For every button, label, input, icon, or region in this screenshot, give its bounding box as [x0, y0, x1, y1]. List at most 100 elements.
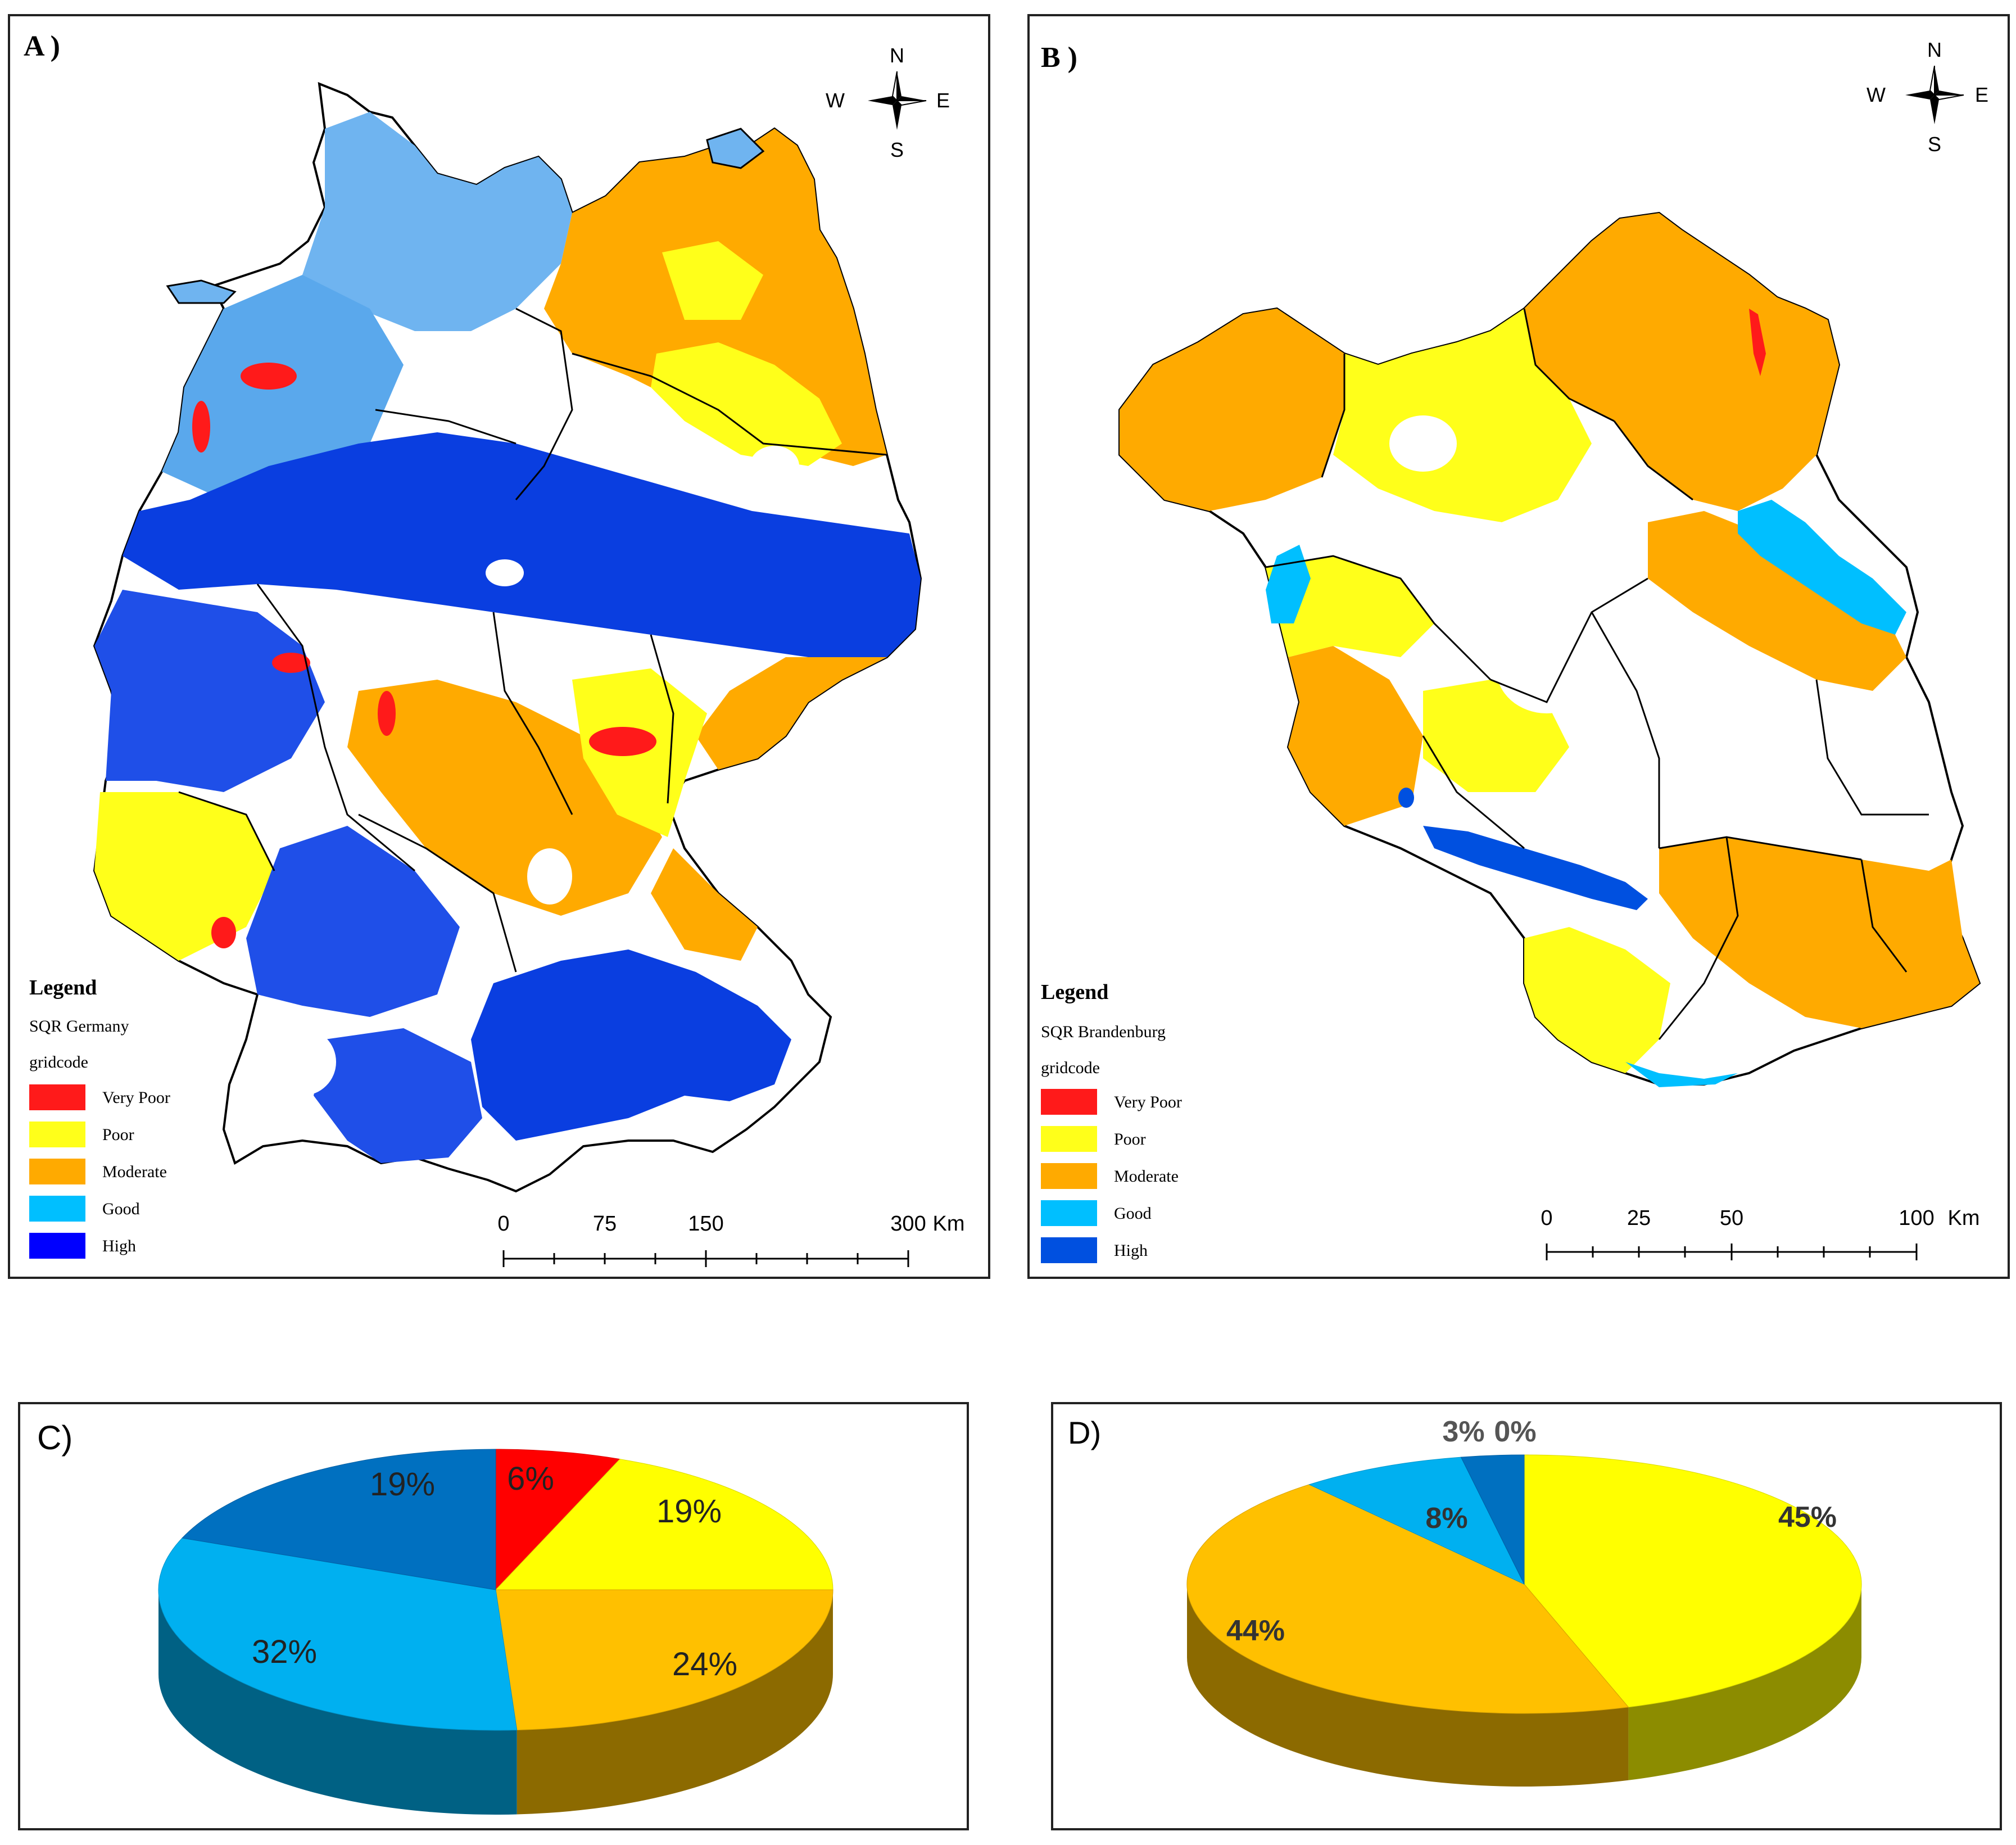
pie-c-title: C)	[37, 1419, 73, 1457]
compass-a-s: S	[890, 138, 904, 161]
legend-b-swatch-3	[1041, 1200, 1097, 1226]
pie-d-side-moderate	[1187, 1584, 1629, 1787]
region-moderate-east-central	[696, 657, 887, 770]
islands-east	[706, 128, 765, 169]
legend-a-layer: SQR Germany	[29, 1017, 129, 1035]
district-borders	[1265, 308, 1929, 1040]
region-high-south	[471, 949, 791, 1141]
brandenburg-map-canvas: B )	[1041, 38, 1988, 1263]
region-poor-south	[1524, 927, 1670, 1073]
pie-c-label-poor: 19%	[656, 1493, 722, 1530]
legend-b-swatch-2	[1041, 1163, 1097, 1189]
pie-chart-germany: C) 6% 19% 24% 32% 19%	[37, 1419, 833, 1815]
region-good-north	[302, 112, 572, 331]
map-panel-germany: A )	[8, 14, 990, 1279]
compass-b-w: W	[1867, 83, 1886, 106]
pie-c-label-good: 32%	[252, 1634, 317, 1670]
pie-panel-germany: C) 6% 19% 24% 32% 19%	[18, 1402, 969, 1830]
region-moderate-northeast	[1524, 213, 1839, 511]
region-high-southcentral	[246, 826, 460, 1017]
region-high-west	[94, 590, 325, 792]
hole-b1	[1496, 623, 1597, 713]
legend-b-swatch-0	[1041, 1089, 1097, 1115]
legend-b-layer: SQR Brandenburg	[1041, 1023, 1166, 1041]
legend-a-swatch-1	[29, 1122, 85, 1147]
pie-d-slice-good	[1308, 1457, 1525, 1585]
legend-a-label-4: High	[102, 1237, 136, 1255]
region-poor-north-central	[1333, 309, 1592, 522]
region-high-central	[123, 432, 921, 657]
pie-d-label-high: 3%	[1442, 1416, 1484, 1448]
compass-b-n: N	[1927, 38, 1942, 61]
scale-a-tick-1: 75	[593, 1212, 617, 1236]
compass-a-w: W	[826, 89, 845, 112]
scale-bar-b: 0 25 50 100 Km	[1541, 1206, 1980, 1260]
legend-b-field: gridcode	[1041, 1059, 1100, 1077]
patch-verypoor-5	[211, 917, 236, 948]
hole-b2	[1693, 708, 1828, 809]
region-good-east-lake	[1738, 500, 1906, 635]
pie-d-slice-moderate	[1186, 1484, 1629, 1714]
legend-a-swatch-4	[29, 1233, 85, 1259]
legend-a-label-2: Moderate	[102, 1163, 167, 1181]
legend-b-label-1: Poor	[1114, 1130, 1146, 1148]
legend-b-swatch-1	[1041, 1126, 1097, 1152]
region-moderate-east	[1648, 511, 1906, 691]
pie-c-label-moderate: 24%	[672, 1646, 737, 1683]
hole-2	[750, 446, 799, 486]
region-high-band	[1423, 826, 1648, 910]
germany-map-canvas: A )	[24, 30, 965, 1267]
patch-verypoor	[1749, 309, 1766, 376]
scale-a-tick-2: 150	[688, 1212, 723, 1236]
patch-high-small	[1398, 788, 1414, 808]
pie-d-label-moderate: 44%	[1226, 1615, 1285, 1647]
patch-verypoor-2	[192, 401, 210, 453]
legend-a-field: gridcode	[29, 1053, 88, 1071]
legend-b: Legend SQR Brandenburg gridcode Very Poo…	[1041, 980, 1182, 1263]
legend-a-swatch-0	[29, 1084, 85, 1110]
brandenburg-soil-map	[1118, 211, 1981, 1087]
compass-b-e: E	[1975, 83, 1988, 106]
germany-soil-map	[93, 82, 922, 1193]
scale-a-tick-0: 0	[497, 1212, 509, 1236]
pie-d-slice-high	[1460, 1454, 1525, 1585]
legend-a-label-3: Good	[102, 1200, 140, 1218]
state-borders	[178, 308, 887, 973]
panel-label-a: A )	[24, 30, 60, 62]
scale-a-tick-3: 300	[890, 1212, 926, 1236]
legend-a-swatch-2	[29, 1159, 85, 1184]
pie-d-label-poor: 45%	[1778, 1501, 1837, 1534]
compass-rose-a	[868, 71, 927, 130]
compass-rose-b	[1905, 65, 1964, 124]
hole-b3	[1389, 415, 1457, 472]
scale-b-tick-3: 100	[1899, 1206, 1934, 1230]
pie-chart-brandenburg: D) 0% 45% 44% 8% 3%	[1068, 1415, 1862, 1787]
panel-label-b: B )	[1041, 42, 1077, 74]
region-high-southwest	[314, 1028, 482, 1163]
legend-a-title: Legend	[29, 976, 97, 1000]
patch-verypoor-4	[272, 653, 310, 673]
patch-verypoor-3	[589, 727, 656, 756]
region-good-south-edge	[1625, 1062, 1738, 1087]
hole-1	[486, 559, 524, 586]
pie-d-title: D)	[1068, 1415, 1101, 1450]
scale-b-unit: Km	[1948, 1206, 1980, 1230]
legend-b-label-0: Very Poor	[1114, 1093, 1182, 1111]
scale-a-unit: Km	[933, 1212, 965, 1236]
legend-a: Legend SQR Germany gridcode Very Poor Poo…	[29, 976, 170, 1259]
pie-d-slice-poor	[1524, 1454, 1862, 1708]
compass-b-s: S	[1928, 133, 1941, 156]
legend-a-label-1: Poor	[102, 1125, 134, 1144]
legend-b-swatch-4	[1041, 1237, 1097, 1263]
scale-b-tick-2: 50	[1720, 1206, 1743, 1230]
pie-c-slice-poor	[495, 1459, 833, 1590]
hole-4	[527, 848, 572, 905]
region-moderate-southeast	[651, 848, 758, 961]
region-poor-east	[651, 342, 842, 466]
scale-b-tick-1: 25	[1627, 1206, 1651, 1230]
pie-panel-brandenburg: D) 0% 45% 44% 8% 3%	[1051, 1402, 2002, 1830]
region-poor-southwest	[94, 792, 274, 961]
patch-verypoor-1	[241, 363, 297, 390]
hole-3	[269, 1028, 336, 1096]
legend-b-label-3: Good	[1114, 1204, 1152, 1223]
